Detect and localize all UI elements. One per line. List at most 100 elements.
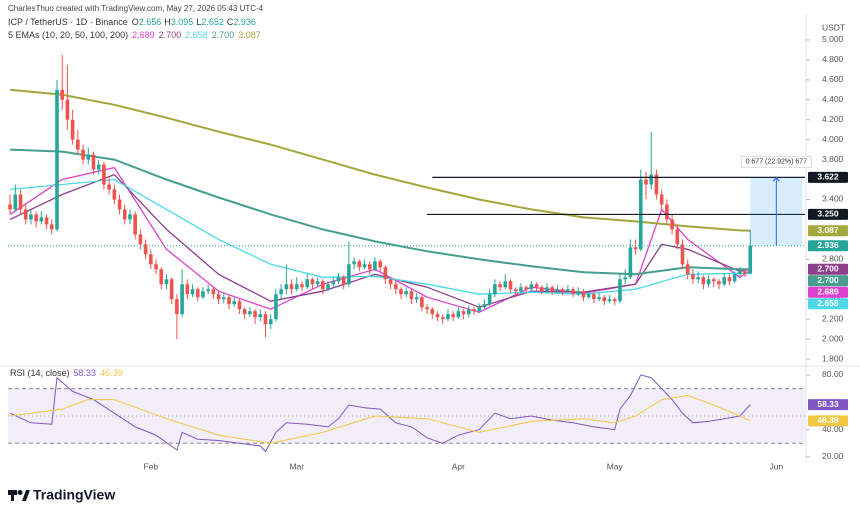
candle-body	[274, 294, 278, 320]
candle-body	[404, 291, 409, 295]
y-tick-label: 3.400	[822, 194, 844, 204]
candle-body	[39, 217, 44, 222]
price-label: 2.700	[817, 264, 839, 274]
line	[9, 166, 751, 313]
candle-body	[232, 301, 237, 305]
candle-body	[341, 277, 346, 285]
candle-body	[60, 89, 65, 100]
candle-body	[211, 289, 216, 295]
candle-body	[680, 244, 685, 265]
y-tick-label: 5.000	[822, 34, 844, 44]
candle-body	[300, 284, 304, 288]
candle-body	[169, 279, 174, 300]
candle-body	[373, 261, 377, 270]
candle-body	[644, 179, 648, 185]
candle-body	[263, 314, 268, 325]
candle-body	[378, 261, 382, 268]
x-tick-label: Apr	[452, 461, 465, 471]
price-label: 2.658	[817, 298, 839, 308]
legend-line: ICP / TetherUS · 1D · Binance O2.656 H3.09…	[8, 17, 256, 27]
candle-body	[701, 277, 706, 285]
candle-body	[618, 279, 622, 302]
candle-body	[315, 281, 320, 285]
ohlc-key: L	[196, 17, 201, 27]
candle-body	[55, 89, 59, 230]
candle-body	[555, 289, 560, 292]
y-tick-label: 40.00	[822, 424, 844, 434]
candle-body	[498, 284, 502, 288]
legend-line: RSI (14, close) 58.33 46.39	[10, 368, 123, 378]
price-label: 3.087	[817, 225, 839, 235]
line	[10, 178, 751, 295]
logo: TradingView	[8, 487, 115, 503]
candle-body	[86, 154, 91, 160]
candle-body	[159, 269, 164, 285]
price-label: 2.700	[817, 275, 839, 285]
x-tick-label: May	[607, 461, 624, 471]
candle-body	[289, 284, 294, 290]
price-label-bg	[808, 208, 848, 220]
candle-body	[607, 299, 612, 302]
candle-body	[65, 99, 70, 120]
candle-body	[571, 289, 575, 295]
candle-body	[383, 267, 388, 280]
candle-body	[352, 261, 356, 265]
candle-body	[195, 289, 200, 298]
candle-body	[248, 311, 252, 315]
candle-body	[258, 314, 263, 318]
price-label: 2.936	[817, 240, 839, 250]
legend-value: 46.39	[100, 368, 123, 378]
candle-body	[18, 194, 23, 210]
candle-body	[331, 281, 336, 285]
y-tick-label: 2.000	[822, 333, 844, 343]
candle-body	[357, 261, 362, 268]
y-tick-label: 2.200	[822, 313, 844, 323]
candle-body	[326, 284, 330, 290]
line	[10, 88, 751, 232]
candle-body	[112, 189, 117, 200]
candle-body	[560, 289, 565, 292]
candle-body	[717, 281, 721, 285]
price-label-bg	[808, 171, 848, 183]
candle-body	[581, 291, 586, 298]
symbol: ICP / TetherUS · 1D · Binance	[8, 17, 128, 27]
candle-body	[149, 254, 153, 265]
candle-body	[513, 289, 518, 292]
y-tick-label: 4.400	[822, 94, 844, 104]
candle-body	[388, 279, 393, 285]
candle-body	[659, 194, 664, 205]
candle-body	[654, 174, 659, 195]
candle-body	[529, 284, 534, 290]
candle-body	[665, 204, 669, 220]
candle-body	[706, 279, 711, 285]
candle-body	[592, 294, 596, 300]
candle-body	[81, 149, 85, 160]
legend-value: 58.33	[74, 368, 97, 378]
candle-body	[164, 279, 169, 285]
candle-body	[649, 174, 654, 185]
legend-value: 2.700	[159, 30, 182, 40]
candle-body	[451, 314, 455, 318]
candle-body	[446, 314, 450, 320]
measure-label-bg	[740, 155, 812, 168]
candle-body	[321, 281, 325, 290]
ohlc-value: 2.656	[139, 17, 162, 27]
candle-body	[675, 229, 680, 245]
y-tick-label: 4.600	[822, 74, 844, 84]
candle-body	[29, 214, 33, 220]
candle-body	[534, 284, 539, 288]
ohlc-value: 2.652	[201, 17, 224, 27]
candle-body	[138, 234, 143, 245]
ohlc-key: C	[227, 17, 234, 27]
price-label-bg	[808, 225, 848, 237]
line	[10, 148, 751, 276]
candle-body	[623, 277, 627, 280]
price-label-bg	[808, 275, 848, 287]
candle-body	[201, 291, 205, 298]
candle-body	[633, 247, 638, 250]
candle-body	[221, 297, 226, 300]
candle-body	[748, 245, 753, 274]
candle-body	[237, 301, 242, 310]
logo-mark	[17, 490, 23, 495]
candle-body	[76, 139, 80, 150]
